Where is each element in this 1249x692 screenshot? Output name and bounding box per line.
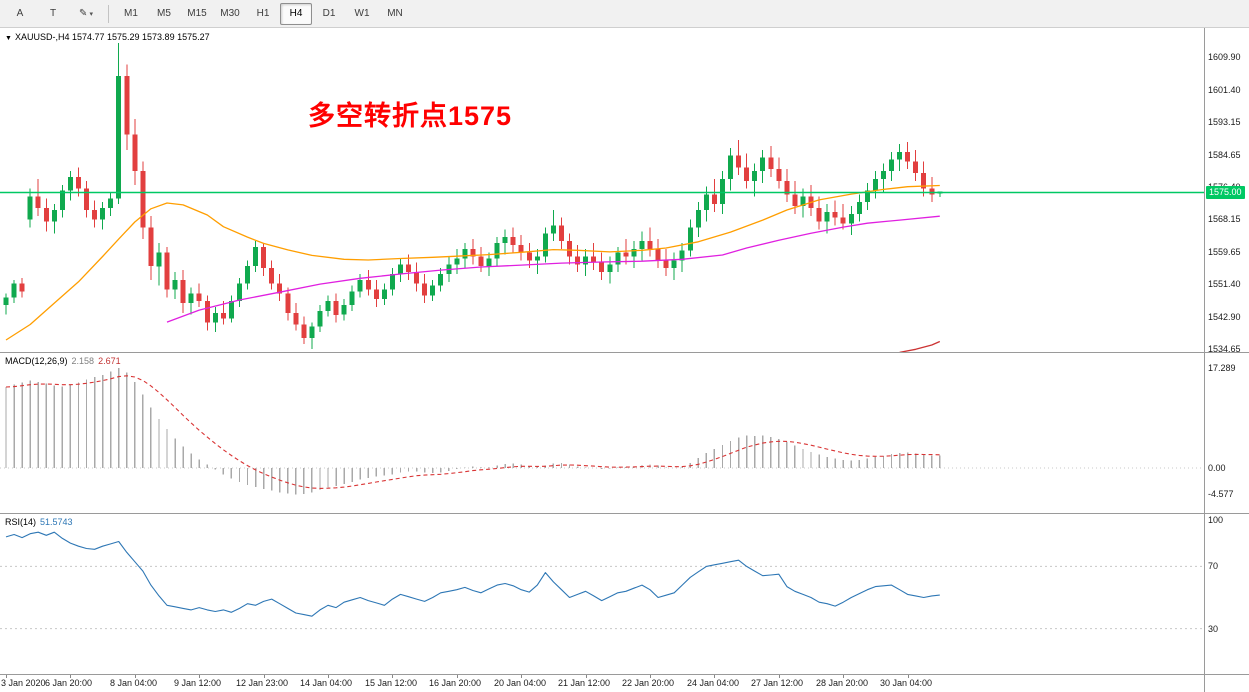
rsi-tick-label: 70 — [1208, 561, 1219, 571]
price-tick-label: 1568.15 — [1208, 214, 1241, 224]
macd-tick-label: 17.289 — [1208, 363, 1236, 373]
price-tick-label: 1584.65 — [1208, 150, 1241, 160]
macd-scale: 17.289 0.00 -4.577 — [1205, 353, 1249, 513]
ma-fast-orange[interactable] — [5, 184, 940, 341]
time-tick-mark — [392, 675, 393, 678]
symbol-ohlc-readout: ▼ XAUUSD-,H4 1574.77 1575.29 1573.89 1575… — [5, 32, 210, 42]
timeframe-h1-button[interactable]: H1 — [256, 8, 270, 19]
time-axis-label: 21 Jan 12:00 — [558, 678, 611, 688]
timeframe-m15-button[interactable]: M15 — [187, 8, 207, 19]
macd-signal-value: 2.671 — [98, 356, 121, 366]
price-tick-label: 1542.90 — [1208, 312, 1241, 322]
timeframe-button-group: M1 M5 M15 M30 H1 H4 D1 W1 MN — [115, 2, 411, 25]
macd-chart[interactable] — [0, 353, 1204, 513]
time-axis-label: 30 Jan 04:00 — [880, 678, 933, 688]
time-tick-mark — [908, 675, 909, 678]
text-tool-button[interactable]: T — [49, 8, 57, 19]
candlestick-chart[interactable] — [0, 28, 1204, 352]
rsi-line — [5, 531, 940, 617]
ma-slow-magenta[interactable] — [166, 215, 940, 323]
time-tick-mark — [135, 675, 136, 678]
panel-divider[interactable] — [0, 352, 1249, 353]
cursor-tool-button[interactable]: A — [16, 8, 24, 19]
chart-window: ▼ XAUUSD-,H4 1574.77 1575.29 1573.89 1575… — [0, 28, 1249, 692]
time-tick-mark — [6, 675, 7, 678]
price-tick-label: 1551.40 — [1208, 279, 1241, 289]
macd-name: MACD(12,26,9) — [5, 356, 68, 366]
ohlc-values: 1574.77 1575.29 1573.89 1575.27 — [71, 32, 210, 42]
timeframe-m30-button[interactable]: M30 — [220, 8, 240, 19]
hline-price-tag: 1575.00 — [1206, 186, 1245, 199]
rsi-tick-label: 30 — [1208, 624, 1219, 634]
rsi-tick-label: 100 — [1208, 515, 1224, 525]
toolbar: A T ✎ ▾ M1 M5 M15 M30 H1 H4 D1 W1 MN — [0, 0, 1249, 28]
time-axis-label: 15 Jan 12:00 — [365, 678, 418, 688]
time-tick-mark — [779, 675, 780, 678]
macd-histogram — [5, 368, 941, 495]
time-tick-mark — [586, 675, 587, 678]
price-chart-panel[interactable]: ▼ XAUUSD-,H4 1574.77 1575.29 1573.89 1575… — [0, 28, 1249, 352]
symbol-label: XAUUSD-,H4 — [14, 32, 70, 42]
macd-indicator-panel[interactable]: MACD(12,26,9) 2.158 2.671 17.289 0.00 -4.577 — [0, 353, 1249, 513]
macd-signal-line — [5, 375, 940, 489]
time-tick-mark — [328, 675, 329, 678]
time-axis-label: 20 Jan 04:00 — [494, 678, 547, 688]
rsi-chart[interactable] — [0, 514, 1204, 674]
timeframe-m5-button[interactable]: M5 — [157, 8, 171, 19]
time-axis-label: 28 Jan 20:00 — [816, 678, 869, 688]
macd-tick-label: -4.577 — [1208, 489, 1234, 499]
rsi-indicator-panel[interactable]: RSI(14) 51.5743 100 70 30 — [0, 514, 1249, 674]
timeframe-d1-button[interactable]: D1 — [322, 8, 336, 19]
time-axis-label: 22 Jan 20:00 — [622, 678, 675, 688]
price-scale[interactable]: 1609.901601.401593.151584.651576.401568.… — [1205, 28, 1249, 352]
time-axis-label: 27 Jan 12:00 — [751, 678, 804, 688]
time-axis-label: 3 Jan 2020 — [1, 678, 46, 688]
time-axis-label: 24 Jan 04:00 — [687, 678, 740, 688]
time-axis-label: 8 Jan 04:00 — [110, 678, 158, 688]
toolbar-separator — [108, 4, 109, 23]
ma-long-red[interactable] — [899, 340, 941, 353]
macd-tick-label: 0.00 — [1208, 463, 1226, 473]
rsi-scale: 100 70 30 — [1205, 514, 1249, 674]
time-axis-label: 16 Jan 20:00 — [429, 678, 482, 688]
macd-label: MACD(12,26,9) 2.158 2.671 — [5, 356, 121, 366]
rsi-label: RSI(14) 51.5743 — [5, 517, 73, 527]
rsi-name: RSI(14) — [5, 517, 37, 527]
price-tick-label: 1601.40 — [1208, 85, 1241, 95]
collapse-triangle-icon[interactable]: ▼ — [5, 35, 12, 42]
price-tick-label: 1593.15 — [1208, 117, 1241, 127]
time-tick-mark — [457, 675, 458, 678]
rsi-value: 51.5743 — [40, 517, 73, 527]
candles — [3, 43, 943, 349]
panel-divider[interactable] — [0, 513, 1249, 514]
chart-annotation-text[interactable]: 多空转折点1575 — [308, 101, 513, 131]
timeframe-m1-button[interactable]: M1 — [124, 8, 138, 19]
time-tick-mark — [70, 675, 71, 678]
panel-divider[interactable] — [0, 674, 1249, 675]
time-tick-mark — [714, 675, 715, 678]
time-axis[interactable]: 3 Jan 2020 6 Jan 20:00 8 Jan 04:00 9 Jan 12… — [0, 675, 1249, 692]
time-axis-label: 9 Jan 12:00 — [174, 678, 222, 688]
price-tick-label: 1534.65 — [1208, 344, 1241, 352]
price-tick-label: 1609.90 — [1208, 52, 1241, 62]
draw-tool-button[interactable]: ✎ ▾ — [79, 8, 93, 19]
time-tick-mark — [264, 675, 265, 678]
timeframe-w1-button[interactable]: W1 — [354, 8, 370, 19]
time-tick-mark — [843, 675, 844, 678]
timeframe-h4-button[interactable]: H4 — [280, 2, 312, 25]
time-tick-mark — [521, 675, 522, 678]
timeframe-mn-button[interactable]: MN — [387, 8, 403, 19]
time-tick-mark — [650, 675, 651, 678]
time-axis-label: 12 Jan 23:00 — [236, 678, 289, 688]
price-tick-label: 1559.65 — [1208, 247, 1241, 257]
macd-main-value: 2.158 — [71, 356, 95, 366]
time-axis-label: 6 Jan 20:00 — [45, 678, 93, 688]
dropdown-caret-icon: ▾ — [89, 10, 93, 18]
time-axis-label: 14 Jan 04:00 — [300, 678, 353, 688]
time-tick-mark — [199, 675, 200, 678]
scale-divider — [1204, 28, 1205, 692]
tool-button-group: A T ✎ ▾ — [4, 3, 102, 25]
